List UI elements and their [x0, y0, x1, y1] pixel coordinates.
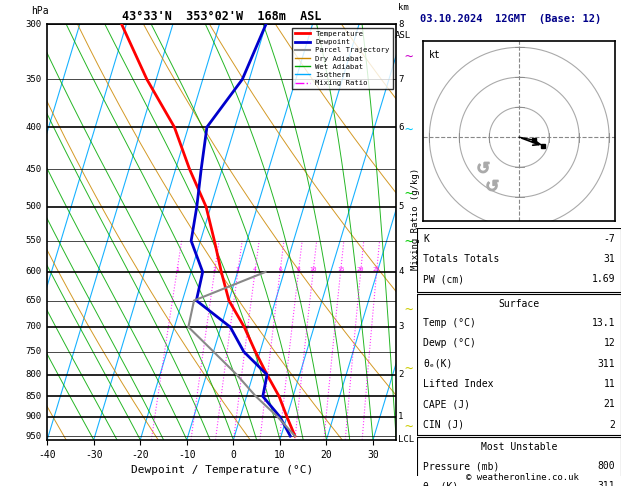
Text: 8: 8: [398, 20, 403, 29]
Text: 500: 500: [26, 202, 42, 211]
Text: ~: ~: [404, 124, 413, 138]
Text: ~: ~: [404, 304, 413, 318]
Text: 400: 400: [26, 122, 42, 132]
Text: 15: 15: [337, 267, 344, 272]
Text: © weatheronline.co.uk: © weatheronline.co.uk: [465, 473, 579, 482]
Text: 900: 900: [26, 412, 42, 421]
Text: 3: 3: [236, 267, 240, 272]
Text: 2: 2: [610, 420, 615, 430]
Text: 7: 7: [398, 75, 403, 84]
Text: 800: 800: [26, 370, 42, 379]
Text: 850: 850: [26, 392, 42, 401]
Legend: Temperature, Dewpoint, Parcel Trajectory, Dry Adiabat, Wet Adiabat, Isotherm, Mi: Temperature, Dewpoint, Parcel Trajectory…: [292, 28, 392, 89]
Text: PW (cm): PW (cm): [423, 274, 464, 284]
Text: 350: 350: [26, 75, 42, 84]
Text: 03.10.2024  12GMT  (Base: 12): 03.10.2024 12GMT (Base: 12): [420, 14, 601, 24]
Text: 700: 700: [26, 323, 42, 331]
Text: 450: 450: [26, 165, 42, 174]
Text: ASL: ASL: [395, 31, 411, 39]
Text: 311: 311: [598, 359, 615, 369]
Text: 800: 800: [598, 461, 615, 471]
Text: ~: ~: [404, 363, 413, 376]
Text: 1: 1: [398, 412, 403, 421]
Text: 950: 950: [26, 432, 42, 441]
Text: 300: 300: [26, 20, 42, 29]
Text: 4: 4: [398, 267, 403, 277]
Text: 31: 31: [604, 254, 615, 264]
Text: 13.1: 13.1: [592, 318, 615, 328]
Text: 6: 6: [278, 267, 282, 272]
Text: Lifted Index: Lifted Index: [423, 379, 494, 389]
Text: θₑ(K): θₑ(K): [423, 359, 452, 369]
Text: Pressure (mb): Pressure (mb): [423, 461, 499, 471]
Text: Temp (°C): Temp (°C): [423, 318, 476, 328]
Text: Mixing Ratio (g/kg): Mixing Ratio (g/kg): [411, 168, 420, 270]
Text: 21: 21: [604, 399, 615, 409]
Text: -7: -7: [604, 234, 615, 243]
Text: 1: 1: [175, 267, 179, 272]
Text: 10: 10: [309, 267, 317, 272]
Text: θₑ (K): θₑ (K): [423, 482, 459, 486]
Text: 1.69: 1.69: [592, 274, 615, 284]
Text: Surface: Surface: [499, 298, 540, 309]
Text: 20: 20: [357, 267, 364, 272]
Text: 3: 3: [398, 323, 403, 331]
Text: 2: 2: [213, 267, 216, 272]
Text: 5: 5: [398, 202, 403, 211]
Text: 8: 8: [297, 267, 300, 272]
Text: 12: 12: [604, 338, 615, 348]
Text: Most Unstable: Most Unstable: [481, 442, 557, 451]
Text: 550: 550: [26, 236, 42, 245]
Text: Dewp (°C): Dewp (°C): [423, 338, 476, 348]
Text: hPa: hPa: [31, 6, 49, 16]
Text: CAPE (J): CAPE (J): [423, 399, 470, 409]
Text: 600: 600: [26, 267, 42, 277]
Title: 43°33'N  353°02'W  168m  ASL: 43°33'N 353°02'W 168m ASL: [122, 10, 321, 23]
Text: CIN (J): CIN (J): [423, 420, 464, 430]
Text: 25: 25: [373, 267, 381, 272]
Text: km: km: [398, 3, 409, 12]
Text: 650: 650: [26, 296, 42, 305]
Text: ~: ~: [404, 236, 413, 250]
Text: 6: 6: [398, 122, 403, 132]
Text: K: K: [423, 234, 429, 243]
Text: LCL: LCL: [398, 435, 414, 444]
Text: ~: ~: [404, 421, 413, 434]
Text: 750: 750: [26, 347, 42, 356]
Text: kt: kt: [430, 50, 441, 60]
Text: ~: ~: [404, 188, 413, 201]
Text: Totals Totals: Totals Totals: [423, 254, 499, 264]
Text: ~: ~: [404, 52, 413, 65]
Text: 2: 2: [398, 370, 403, 379]
Text: 4: 4: [253, 267, 257, 272]
Text: 11: 11: [604, 379, 615, 389]
Text: 311: 311: [598, 482, 615, 486]
X-axis label: Dewpoint / Temperature (°C): Dewpoint / Temperature (°C): [131, 465, 313, 475]
